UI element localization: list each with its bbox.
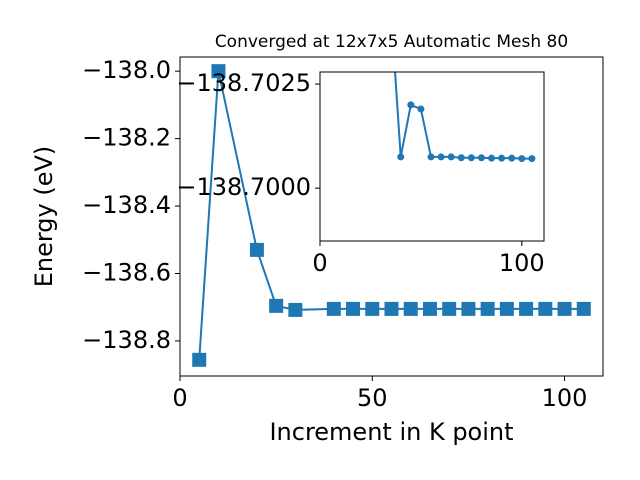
marker (403, 301, 418, 316)
x-tick-label: 100 (499, 249, 545, 277)
marker (447, 153, 455, 161)
x-tick-label: 0 (172, 384, 187, 412)
marker (477, 154, 485, 162)
marker (508, 154, 516, 162)
y-tick-label: −138.2 (82, 124, 171, 152)
marker (467, 154, 475, 162)
marker (499, 301, 514, 316)
marker (518, 155, 526, 163)
marker (457, 154, 465, 162)
y-tick-label: −138.6 (82, 258, 171, 286)
marker (346, 301, 361, 316)
marker (192, 352, 207, 367)
marker (249, 242, 264, 257)
marker (417, 105, 425, 113)
marker (365, 301, 380, 316)
marker (422, 301, 437, 316)
marker (288, 302, 303, 317)
marker (557, 301, 572, 316)
marker (269, 298, 284, 313)
y-tick-label: −138.7000 (176, 173, 311, 201)
marker (442, 301, 457, 316)
marker (384, 301, 399, 316)
plot-series (192, 64, 591, 367)
axes-frame (179, 56, 604, 377)
marker (407, 101, 415, 109)
x-tick-label: 100 (542, 384, 588, 412)
marker (427, 153, 435, 161)
marker (576, 301, 591, 316)
marker (488, 154, 496, 162)
x-tick-label: 0 (312, 249, 327, 277)
y-tick-label: −138.0 (82, 56, 171, 84)
marker (437, 153, 445, 161)
marker (528, 155, 536, 163)
y-axis-label: Energy (eV) (30, 146, 58, 288)
y-tick-label: −138.4 (82, 191, 171, 219)
chart-title: Converged at 12x7x5 Automatic Mesh 80 (215, 32, 568, 52)
plot-series (394, 72, 536, 163)
y-tick-label: −138.7025 (176, 69, 311, 97)
y-tick-label: −138.8 (82, 326, 171, 354)
axes-frame (319, 71, 545, 242)
marker (498, 154, 506, 162)
marker (480, 301, 495, 316)
marker (397, 153, 405, 161)
x-axis-label: Increment in K point (269, 418, 513, 446)
marker (519, 301, 534, 316)
marker (461, 301, 476, 316)
marker (538, 301, 553, 316)
marker (326, 301, 341, 316)
marker (211, 64, 226, 79)
x-tick-label: 50 (357, 384, 388, 412)
